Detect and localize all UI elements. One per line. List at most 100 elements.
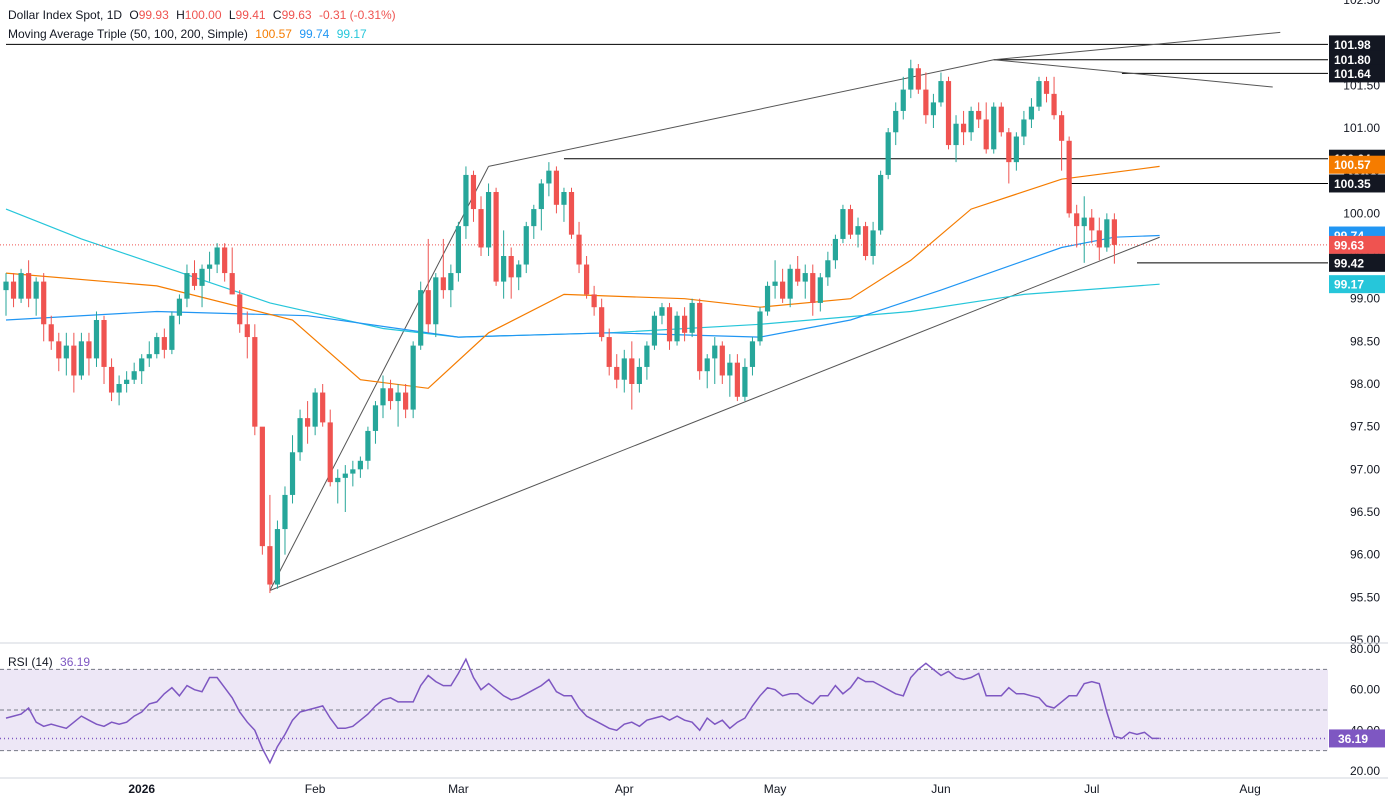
candle-body[interactable] [704, 358, 710, 372]
candle-body[interactable] [229, 273, 235, 295]
candle-body[interactable] [403, 392, 409, 410]
candle-body[interactable] [651, 315, 658, 346]
candle-body[interactable] [116, 384, 122, 393]
candle-body[interactable] [485, 192, 492, 248]
candle-body[interactable] [742, 366, 748, 397]
candle-body[interactable] [591, 294, 597, 308]
candle-body[interactable] [531, 209, 537, 227]
candle-body[interactable] [274, 529, 281, 585]
candle-body[interactable] [455, 226, 461, 274]
candle-body[interactable] [915, 68, 921, 90]
candle-body[interactable] [900, 89, 906, 111]
candle-body[interactable] [139, 358, 145, 372]
candle-body[interactable] [124, 379, 130, 384]
candle-body[interactable] [395, 392, 401, 402]
candle-body[interactable] [825, 260, 831, 278]
candle-body[interactable] [1089, 217, 1095, 231]
trendline[interactable] [269, 236, 1160, 591]
candle-body[interactable] [463, 174, 469, 227]
candle-body[interactable] [237, 294, 243, 325]
candle-body[interactable] [320, 392, 326, 423]
candle-body[interactable] [71, 345, 77, 376]
candle-body[interactable] [606, 337, 612, 367]
candle-body[interactable] [1111, 219, 1117, 245]
candle-body[interactable] [493, 192, 499, 282]
candle-body[interactable] [282, 494, 288, 530]
candle-body[interactable] [508, 256, 514, 278]
candle-body[interactable] [131, 371, 137, 380]
time-axis[interactable]: 2026 Feb Mar Apr May Jun Jul Aug [128, 782, 1260, 796]
candle-body[interactable] [387, 388, 394, 402]
candle-body[interactable] [583, 264, 590, 295]
candle-body[interactable] [576, 234, 582, 265]
candle-body[interactable] [1104, 219, 1110, 248]
candle-body[interactable] [546, 170, 552, 184]
candle-body[interactable] [440, 277, 446, 291]
candle-body[interactable] [1059, 115, 1065, 141]
candle-body[interactable] [1074, 213, 1080, 227]
candle-body[interactable] [214, 247, 220, 265]
candle-body[interactable] [312, 392, 318, 427]
candle-body[interactable] [938, 81, 944, 103]
candle-body[interactable] [810, 273, 816, 303]
candle-body[interactable] [1051, 93, 1057, 116]
candle-body[interactable] [448, 273, 454, 291]
candle-body[interactable] [1043, 81, 1050, 94]
candle-body[interactable] [470, 174, 477, 210]
candle-body[interactable] [93, 320, 100, 359]
candle-body[interactable] [63, 345, 69, 359]
candle-body[interactable] [976, 110, 982, 120]
candle-body[interactable] [802, 273, 808, 282]
candle-body[interactable] [425, 290, 431, 325]
candle-body[interactable] [1013, 136, 1019, 163]
candle-body[interactable] [501, 256, 507, 282]
candle-body[interactable] [199, 268, 205, 286]
candle-body[interactable] [365, 430, 371, 461]
trendline[interactable] [993, 31, 1281, 61]
candle-body[interactable] [101, 320, 107, 367]
candle-body[interactable] [553, 170, 560, 205]
candle-body[interactable] [764, 285, 771, 312]
candle-body[interactable] [862, 226, 869, 256]
candle-body[interactable] [184, 273, 190, 299]
candle-body[interactable] [327, 422, 333, 483]
trendline[interactable] [993, 59, 1273, 88]
candle-body[interactable] [297, 418, 303, 453]
candle-body[interactable] [410, 345, 416, 410]
candle-body[interactable] [727, 362, 733, 376]
candle-body[interactable] [372, 405, 379, 431]
candle-body[interactable] [1081, 217, 1087, 227]
candle-body[interactable] [893, 110, 899, 133]
candle-body[interactable] [749, 341, 756, 367]
candle-body[interactable] [108, 366, 115, 393]
candle-body[interactable] [847, 209, 854, 235]
candle-body[interactable] [516, 264, 522, 278]
candle-body[interactable] [433, 277, 439, 325]
candle-body[interactable] [26, 273, 32, 299]
candle-body[interactable] [568, 192, 575, 235]
rsi-line[interactable] [5, 657, 1160, 765]
candle-body[interactable] [478, 209, 484, 248]
price-pane[interactable]: 95.0095.5096.0096.5097.0097.5098.0098.50… [0, 0, 1385, 647]
candle-body[interactable] [206, 264, 213, 269]
candle-body[interactable] [418, 290, 424, 346]
candle-body[interactable] [259, 426, 265, 547]
candle-body[interactable] [855, 226, 861, 235]
candle-body[interactable] [621, 358, 627, 380]
ma50-line[interactable] [5, 165, 1160, 389]
trendline[interactable] [269, 166, 490, 591]
candle-body[interactable] [780, 281, 786, 299]
candle-body[interactable] [1096, 230, 1102, 248]
candle-body[interactable] [154, 337, 160, 355]
candle-body[interactable] [953, 123, 959, 146]
candle-body[interactable] [644, 345, 650, 367]
candle-body[interactable] [885, 132, 891, 175]
candle-body[interactable] [350, 469, 356, 474]
candle-body[interactable] [10, 281, 17, 299]
candle-body[interactable] [56, 341, 62, 359]
candle-body[interactable] [832, 238, 838, 261]
candle-body[interactable] [1021, 119, 1027, 137]
candle-body[interactable] [191, 273, 198, 286]
candle-body[interactable] [840, 209, 846, 239]
